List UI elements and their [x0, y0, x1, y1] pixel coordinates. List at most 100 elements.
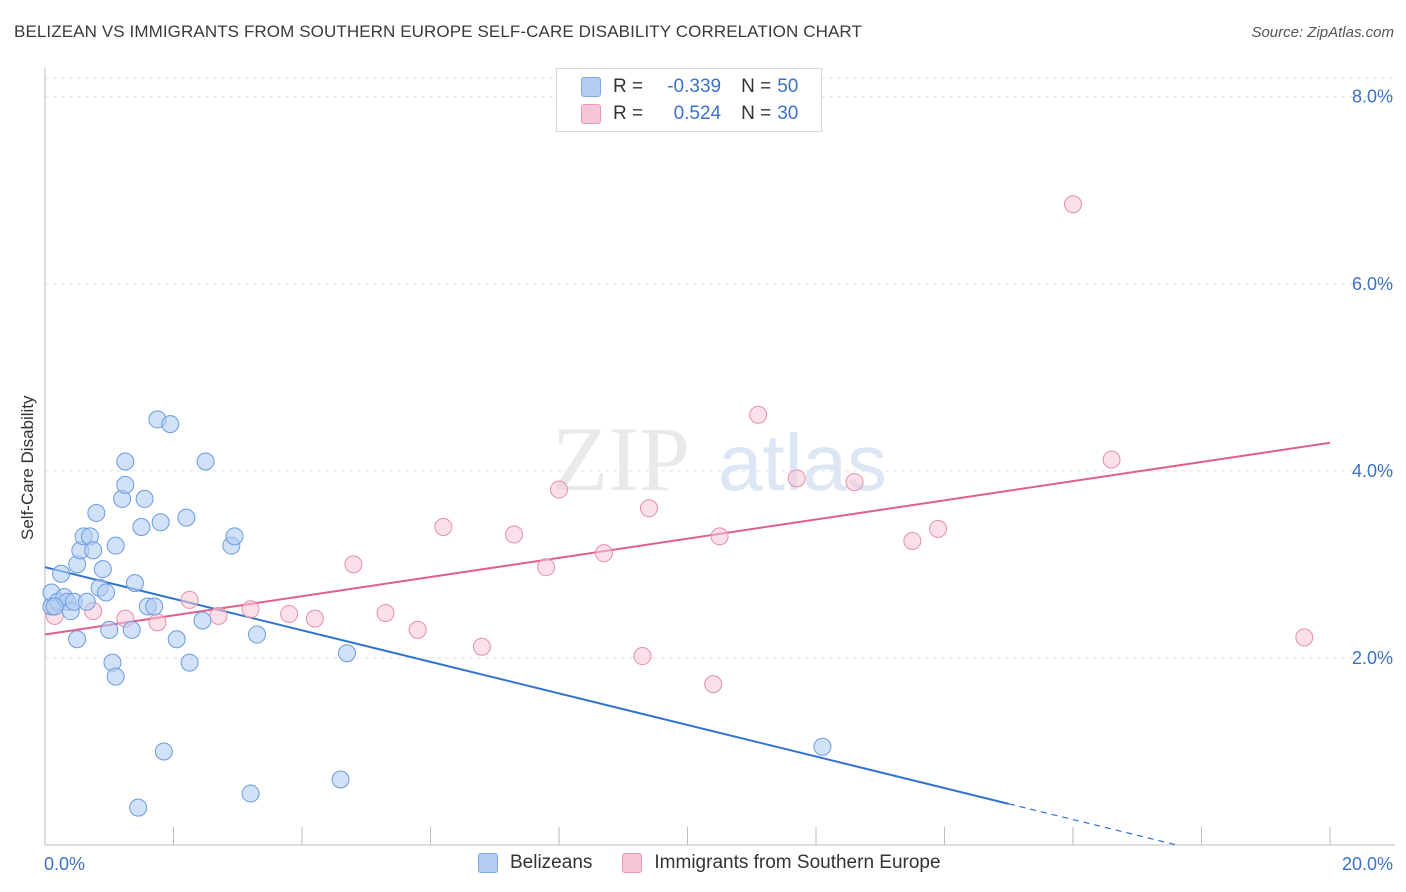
- chart-title: BELIZEAN VS IMMIGRANTS FROM SOUTHERN EUR…: [14, 22, 862, 41]
- correlation-legend: R = -0.339 N = 50 R = 0.524 N = 30: [556, 68, 822, 132]
- legend-n-value: 30: [777, 103, 799, 124]
- data-point-belizean: [45, 597, 64, 616]
- data-point-belizean: [100, 620, 119, 639]
- data-point-belizean: [116, 452, 135, 471]
- trend-line-solid: [44, 566, 1009, 805]
- legend-label-belizeans: Belizeans: [510, 852, 593, 873]
- source-label: Source: ZipAtlas.com: [1251, 24, 1394, 41]
- data-point-southern-europe: [704, 675, 723, 694]
- data-point-southern-europe: [376, 604, 395, 623]
- data-point-southern-europe: [550, 480, 568, 499]
- data-point-southern-europe: [633, 647, 652, 666]
- data-point-southern-europe: [929, 519, 948, 538]
- data-point-belizean: [106, 667, 125, 686]
- data-point-southern-europe: [1295, 628, 1314, 647]
- watermark-atlas: atlas: [718, 418, 887, 507]
- data-point-belizean: [116, 475, 135, 494]
- data-point-southern-europe: [1102, 450, 1121, 469]
- x-tick-label: 20.0%: [1342, 854, 1393, 874]
- legend-r-label: R =: [613, 76, 644, 97]
- data-point-belizean: [193, 611, 212, 630]
- legend-item-southern-europe[interactable]: Immigrants from Southern Europe: [622, 852, 941, 874]
- data-point-belizean: [151, 513, 170, 532]
- data-point-southern-europe: [180, 590, 199, 609]
- trend-line-dashed: [1008, 803, 1178, 846]
- data-point-southern-europe: [280, 604, 299, 623]
- legend-r-value: 0.524: [673, 103, 722, 124]
- data-point-belizean: [241, 784, 260, 803]
- data-point-belizean: [161, 415, 180, 434]
- data-point-southern-europe: [903, 532, 922, 551]
- legend-n-label: N =: [741, 103, 772, 124]
- data-point-southern-europe: [408, 620, 427, 639]
- y-tick-label: 2.0%: [1352, 648, 1393, 668]
- data-point-belizean: [125, 574, 144, 593]
- legend-swatch-blue: [581, 77, 601, 97]
- data-point-belizean: [132, 517, 151, 536]
- x-tick-label: 0.0%: [44, 854, 85, 874]
- trend-line-solid: [44, 441, 1331, 636]
- data-point-belizean: [196, 452, 215, 471]
- y-axis-label: Self-Care Disability: [18, 395, 37, 540]
- legend-n-value: 50: [777, 76, 799, 97]
- data-point-southern-europe: [710, 527, 729, 546]
- data-point-belizean: [813, 737, 832, 756]
- grid: [45, 77, 1395, 659]
- data-point-southern-europe: [749, 405, 768, 424]
- data-point-belizean: [84, 541, 103, 560]
- y-tick-label: 6.0%: [1352, 274, 1393, 294]
- axes: [44, 68, 1395, 846]
- data-point-belizean: [331, 770, 350, 789]
- legend-row-southern-europe: R = 0.524 N = 30: [581, 102, 798, 126]
- legend-r-label: R =: [613, 103, 644, 124]
- watermark: ZIP atlas: [552, 408, 887, 510]
- data-point-southern-europe: [505, 525, 524, 544]
- data-point-belizean: [145, 597, 164, 616]
- watermark-zip: ZIP: [552, 408, 690, 510]
- data-point-belizean: [177, 508, 196, 527]
- data-point-belizean: [248, 625, 267, 644]
- data-point-belizean: [106, 536, 125, 555]
- data-point-southern-europe: [241, 600, 260, 619]
- data-point-southern-europe: [787, 469, 806, 488]
- data-point-southern-europe: [845, 473, 864, 492]
- data-point-belizean: [129, 798, 148, 817]
- legend-n-label: N =: [741, 76, 772, 97]
- tick-labels: 2.0% 4.0% 6.0% 8.0% 0.0% 20.0%: [44, 87, 1393, 874]
- data-point-belizean: [154, 742, 173, 761]
- points-belizeans: [42, 410, 832, 817]
- legend-item-belizeans[interactable]: Belizeans: [478, 852, 592, 874]
- data-point-southern-europe: [434, 517, 453, 536]
- data-point-belizean: [93, 560, 112, 579]
- data-point-southern-europe: [148, 613, 167, 632]
- data-point-belizean: [225, 527, 244, 546]
- data-point-southern-europe: [305, 609, 324, 628]
- data-point-belizean: [337, 644, 356, 663]
- y-tick-label: 8.0%: [1352, 87, 1393, 107]
- trend-line-southern-europe: [44, 441, 1331, 636]
- data-point-southern-europe: [1064, 195, 1082, 214]
- data-point-southern-europe: [209, 606, 228, 625]
- data-point-southern-europe: [472, 637, 491, 656]
- data-point-belizean: [167, 630, 186, 649]
- data-point-southern-europe: [537, 558, 556, 577]
- data-point-belizean: [77, 592, 96, 611]
- data-point-belizean: [68, 630, 87, 649]
- trend-line-belizeans: [44, 566, 1178, 846]
- legend-swatch-pink: [581, 104, 601, 124]
- data-point-belizean: [97, 583, 116, 602]
- data-point-belizean: [87, 503, 106, 522]
- legend-label-southern-europe: Immigrants from Southern Europe: [654, 852, 941, 873]
- legend-r-value: -0.339: [667, 76, 722, 97]
- legend-row-belizeans: R = -0.339 N = 50: [581, 75, 798, 99]
- series-legend: Belizeans Immigrants from Southern Europ…: [478, 852, 971, 874]
- data-point-southern-europe: [639, 499, 658, 518]
- data-point-belizean: [135, 489, 154, 508]
- data-point-belizean: [52, 564, 71, 583]
- data-point-belizean: [122, 620, 141, 639]
- legend-swatch-blue: [478, 853, 498, 873]
- data-point-belizean: [180, 653, 199, 672]
- legend-swatch-pink: [622, 853, 643, 873]
- y-tick-label: 4.0%: [1352, 461, 1393, 481]
